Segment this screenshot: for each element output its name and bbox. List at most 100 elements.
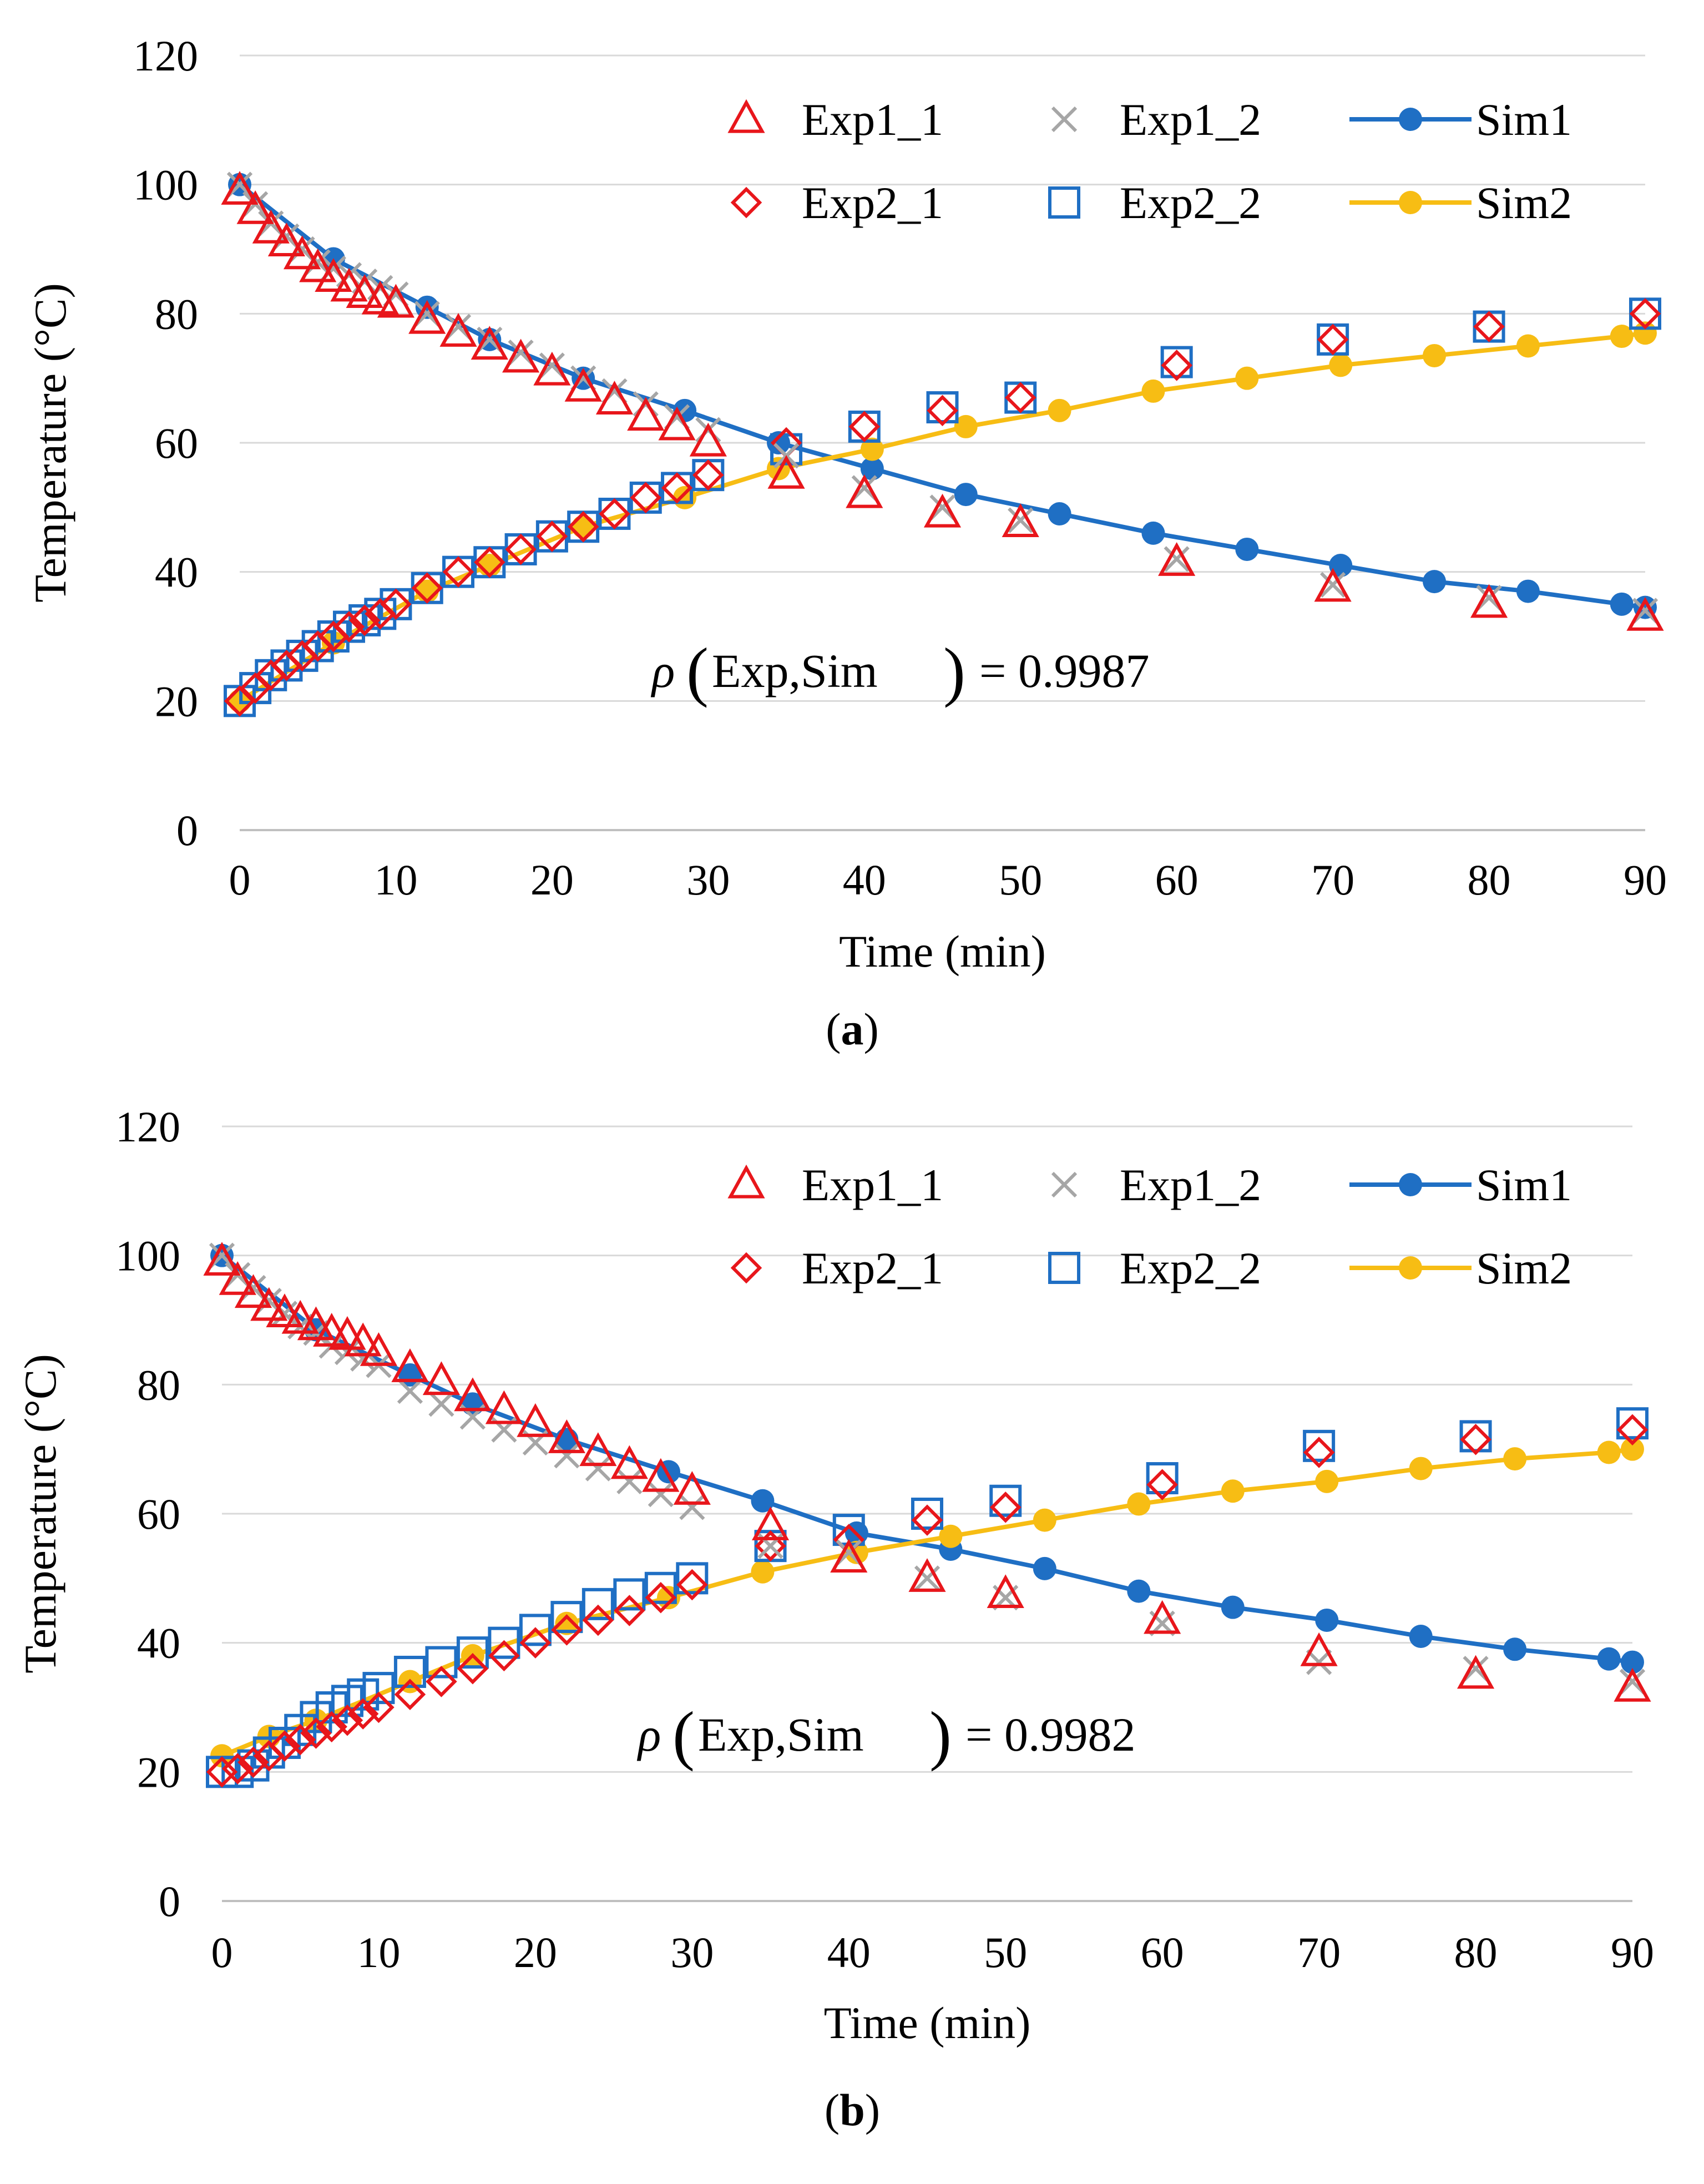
panel-a-point-exp2-1	[692, 459, 724, 491]
panel-b-point-exp2-1	[300, 1717, 332, 1749]
panel-b-point-exp1-2-stroke-b	[554, 1443, 580, 1469]
panel-b-point-exp1-1	[579, 1432, 617, 1467]
panel-b-correlation-paren-open: (	[673, 1698, 695, 1772]
panel-b-series-exp2-1	[206, 1414, 1649, 1788]
panel-a-correlation-paren-open: (	[686, 634, 709, 708]
panel-a-point-sim2	[1423, 343, 1447, 367]
panel-a-x-tick-label: 60	[1155, 856, 1199, 904]
panel-a-point-exp2-1	[599, 498, 630, 530]
panel-a-point-exp1-1	[283, 235, 321, 270]
panel-b-point-exp1-1	[1614, 1667, 1651, 1702]
panel-a-point-sim2	[954, 414, 978, 438]
panel-a-x-tick-label: 90	[1624, 856, 1667, 904]
panel-a-point-exp1-1	[1314, 568, 1352, 602]
panel-a-legend-item-exp2-1-label: Exp2_1	[802, 178, 943, 228]
panel-b-point-exp1-2	[679, 1494, 705, 1520]
panel-b-series-exp1-2	[209, 1242, 1646, 1695]
panel-a-point-exp1-1	[1158, 542, 1196, 576]
panel-b-point-exp1-2	[428, 1391, 454, 1417]
panel-b-point-sim2	[1621, 1437, 1644, 1461]
panel-a-point-sim2	[572, 515, 595, 539]
panel-a-point-exp1-2	[1632, 598, 1659, 624]
panel-a-point-exp2-1	[848, 411, 881, 443]
panel-b-point-exp1-1	[281, 1300, 319, 1334]
panel-a-legend-item-sim2-label: Sim2	[1476, 178, 1572, 228]
panel-a-point-exp1-2-stroke-b	[508, 340, 534, 366]
panel-a-point-exp1-1	[267, 223, 306, 256]
panel-a-point-sim1	[1423, 570, 1447, 594]
panel-a-point-exp1-2-stroke-b	[305, 249, 331, 275]
panel-a-x-axis-title: Time (min)	[839, 926, 1046, 977]
panel-a-x-tick-label: 0	[229, 856, 251, 904]
panel-b-point-exp2-2	[676, 1562, 709, 1595]
panel-b-label-paren-close: )	[865, 2085, 880, 2135]
panel-b-point-exp1-2	[397, 1378, 423, 1404]
panel-a-point-exp1-2-stroke-b	[539, 352, 565, 378]
panel-b-point-exp1-1	[454, 1377, 492, 1412]
panel-a-label-paren-open: (	[826, 1004, 841, 1054]
panel-a-point-sim2	[1610, 325, 1634, 348]
panel-a-point-sim1	[954, 483, 978, 507]
panel-b-y-tick-label: 100	[115, 1232, 180, 1280]
panel-a-legend-item-exp1-2-swatch-marker	[1051, 106, 1078, 133]
panel-b-point-exp2-2	[582, 1588, 614, 1620]
panel-b-point-exp2-1	[222, 1753, 254, 1784]
panel-b-y-tick-label: 60	[137, 1490, 180, 1538]
panel-a-point-exp1-1	[408, 300, 446, 334]
panel-a-point-exp1-1	[252, 209, 290, 244]
panel-b-point-exp2-2	[613, 1578, 646, 1611]
panel-a-point-exp1-1	[346, 274, 383, 309]
panel-a-point-exp1-2-stroke-b	[929, 494, 955, 520]
panel-b-point-exp1-2	[585, 1455, 611, 1482]
panel-a-point-exp1-1	[330, 267, 368, 302]
panel-a-correlation-args: Exp,Sim	[712, 644, 878, 697]
panel-a-point-exp2-1	[1004, 382, 1036, 413]
panel-b-label-paren-open: (	[825, 2085, 840, 2135]
panel-a-y-tick-label: 60	[155, 419, 198, 467]
panel-b-point-exp1-2-stroke-b	[1463, 1656, 1489, 1682]
panel-a-point-exp1-2	[508, 340, 534, 366]
panel-b-point-exp1-1	[1300, 1632, 1338, 1666]
panel-b-point-exp1-1	[219, 1261, 256, 1295]
panel-b-x-tick-label: 80	[1454, 1928, 1498, 1976]
panel-b-point-exp1-2	[1619, 1669, 1646, 1695]
panel-b-point-exp2-2	[644, 1571, 677, 1604]
panel-b-y-tick-label: 20	[137, 1748, 180, 1796]
panel-a-point-sim1	[860, 457, 884, 481]
panel-a-point-exp2-1	[411, 572, 443, 604]
panel-a-point-exp2-1	[536, 520, 568, 552]
panel-a-point-sim1	[1610, 592, 1634, 616]
panel-a-correlation-annotation: ρ(Exp,Sim) = 0.9987	[650, 634, 1150, 708]
panel-b-point-exp2-1	[457, 1652, 489, 1685]
panel-b-point-exp1-2	[914, 1565, 941, 1591]
panel-a-y-tick-label: 0	[176, 806, 198, 855]
panel-b-point-exp1-1	[422, 1361, 461, 1396]
panel-a-point-exp1-2-stroke-b	[445, 314, 472, 340]
panel-b-point-sim1	[1621, 1650, 1644, 1674]
panel-b-point-sim1	[1503, 1637, 1527, 1661]
panel-b-label: (b)	[825, 2085, 880, 2135]
panel-b-point-exp1-1	[360, 1332, 398, 1366]
panel-b-legend-item-exp2-2-swatch-marker	[1048, 1252, 1080, 1284]
panel-b-point-exp2-2	[1146, 1462, 1179, 1495]
panel-b-point-exp2-2	[550, 1601, 583, 1634]
panel-a-x-tick-label: 20	[530, 856, 574, 904]
panel-b-correlation-annotation: ρ(Exp,Sim) = 0.9982	[636, 1698, 1136, 1772]
panel-b-point-exp1-2-stroke-b	[679, 1494, 705, 1520]
panel-b-point-exp1-1	[642, 1458, 680, 1492]
panel-b-point-exp2-2	[488, 1626, 520, 1659]
panel-b-point-exp2-2	[1616, 1407, 1649, 1440]
panel-b-point-sim2	[1033, 1508, 1056, 1532]
panel-a-legend-item-exp1-1: Exp1_1	[727, 94, 943, 145]
panel-b-legend-item-sim1-label: Sim1	[1476, 1160, 1572, 1210]
panel-a-point-exp1-1	[689, 422, 727, 457]
panel-a-legend: Exp1_1 Exp1_2 Sim1 Exp2_1 Exp2_2 Sim2	[727, 94, 1572, 228]
panel-b-legend-item-exp1-2-label: Exp1_2	[1120, 1160, 1261, 1210]
panel-a-point-exp1-2-stroke-b	[1476, 585, 1502, 611]
panel-b-point-exp1-2-stroke-b	[836, 1539, 862, 1565]
panel-b-point-exp2-1	[347, 1698, 379, 1730]
panel-b-point-sim2	[1127, 1492, 1151, 1516]
panel-a-point-exp2-1	[442, 556, 474, 588]
panel-a-point-exp2-1	[1473, 311, 1505, 342]
panel-b-correlation-value: = 0.9982	[965, 1708, 1136, 1761]
